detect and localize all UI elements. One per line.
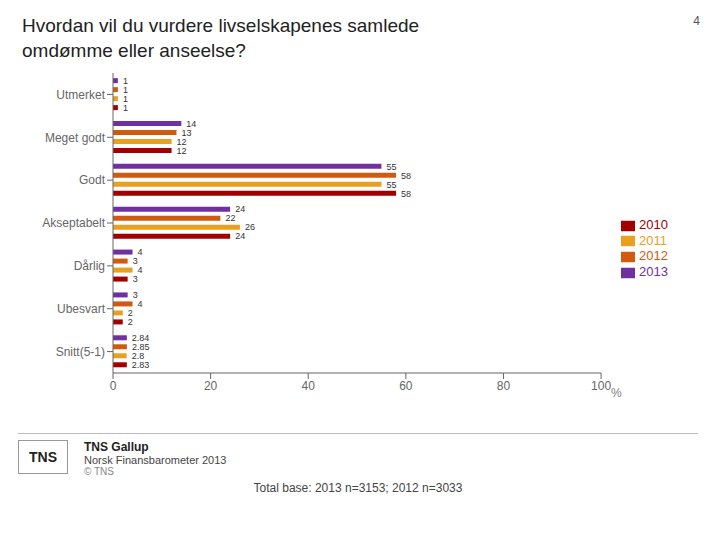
svg-text:3: 3 bbox=[132, 290, 138, 301]
html-text:Hvordan vil du vurdere livsels: Hvordan vil du vurdere livselskapenes sa… bbox=[22, 15, 420, 61]
svg-text:%: % bbox=[611, 387, 622, 401]
svg-text:1: 1 bbox=[122, 76, 128, 87]
html-text:© TNS: © TNS bbox=[84, 466, 114, 478]
svg-text:13: 13 bbox=[181, 128, 192, 139]
svg-text:Snitt(5-1): Snitt(5-1) bbox=[56, 345, 105, 359]
html-text:2013: 2013 bbox=[639, 263, 668, 279]
svg-text:100: 100 bbox=[591, 379, 611, 393]
svg-text:2.8: 2.8 bbox=[131, 351, 145, 362]
svg-text:58: 58 bbox=[401, 189, 411, 199]
html-text:TNS: TNS bbox=[29, 449, 57, 466]
svg-text:24: 24 bbox=[235, 232, 245, 242]
svg-text:1: 1 bbox=[122, 94, 128, 105]
html-text:2011: 2011 bbox=[639, 232, 667, 248]
svg-text:0: 0 bbox=[110, 379, 117, 393]
svg-text:Meget godt: Meget godt bbox=[45, 131, 106, 145]
svg-text:80: 80 bbox=[497, 379, 511, 393]
svg-text:14: 14 bbox=[186, 119, 197, 130]
svg-text:26: 26 bbox=[245, 223, 255, 233]
svg-text:55: 55 bbox=[386, 180, 396, 190]
svg-text:4: 4 bbox=[138, 266, 143, 276]
svg-text:1: 1 bbox=[122, 85, 128, 96]
svg-text:12: 12 bbox=[177, 146, 187, 156]
svg-text:20: 20 bbox=[204, 379, 218, 393]
svg-text:60: 60 bbox=[399, 379, 413, 393]
svg-text:2.85: 2.85 bbox=[131, 342, 150, 353]
svg-text:Ubesvart: Ubesvart bbox=[57, 302, 106, 316]
svg-text:Akseptabelt: Akseptabelt bbox=[42, 217, 105, 231]
svg-text:40: 40 bbox=[302, 379, 316, 393]
svg-text:1: 1 bbox=[123, 103, 128, 113]
svg-text:2: 2 bbox=[128, 317, 133, 327]
html-text:2010: 2010 bbox=[639, 217, 668, 233]
svg-text:2: 2 bbox=[127, 308, 133, 319]
svg-text:58: 58 bbox=[401, 171, 411, 181]
html-text:TNS Gallup: TNS Gallup bbox=[84, 440, 149, 455]
html-text:Norsk Finansbarometer 2013: Norsk Finansbarometer 2013 bbox=[84, 454, 227, 467]
svg-text:55: 55 bbox=[386, 162, 396, 172]
svg-text:Utmerket: Utmerket bbox=[56, 88, 105, 102]
svg-text:22: 22 bbox=[225, 214, 235, 224]
svg-text:12: 12 bbox=[176, 137, 187, 148]
svg-text:4: 4 bbox=[138, 299, 143, 309]
svg-text:Godt: Godt bbox=[79, 174, 106, 188]
html-text:4: 4 bbox=[693, 14, 700, 28]
svg-text:4: 4 bbox=[138, 248, 143, 258]
svg-text:Dårlig: Dårlig bbox=[74, 259, 105, 273]
svg-text:3: 3 bbox=[133, 275, 138, 285]
html-text:Total base: 2013 n=3153; 2012: Total base: 2013 n=3153; 2012 n=3033 bbox=[253, 481, 463, 496]
html-text:2012: 2012 bbox=[639, 248, 668, 264]
svg-text:24: 24 bbox=[235, 205, 245, 215]
svg-text:2.84: 2.84 bbox=[131, 333, 150, 344]
svg-text:3: 3 bbox=[132, 256, 138, 267]
svg-text:2.83: 2.83 bbox=[132, 360, 150, 370]
